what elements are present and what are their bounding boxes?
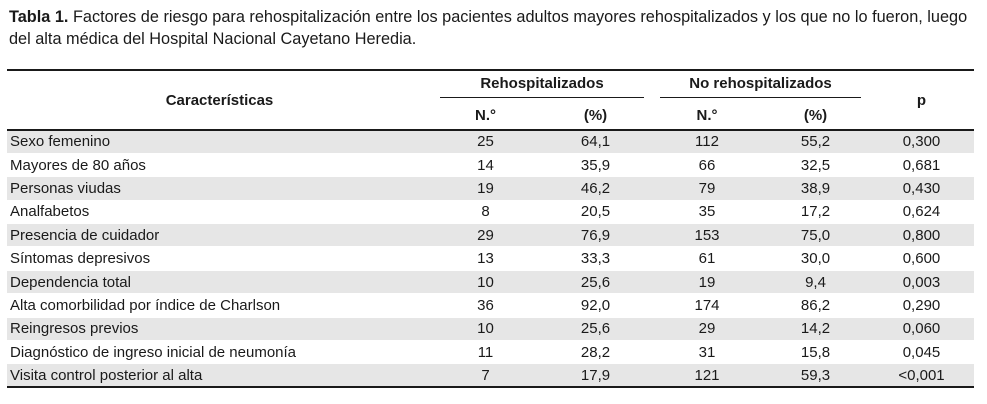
table-row: Sexo femenino 25 64,1 112 55,2 0,300 [7,130,974,154]
cell-n-rehospitalized: 11 [432,340,539,365]
cell-p-value: 0,290 [869,293,974,318]
cell-pct-not-rehospitalized: 30,0 [762,246,869,271]
table-row: Alta comorbilidad por índice de Charlson… [7,293,974,318]
cell-n-not-rehospitalized: 35 [652,200,762,225]
cell-p-value: 0,624 [869,200,974,225]
cell-p-value: 0,600 [869,246,974,271]
header-pct-group2: (%) [762,102,869,131]
cell-pct-not-rehospitalized: 59,3 [762,363,869,389]
cell-n-rehospitalized: 10 [432,317,539,342]
cell-n-not-rehospitalized: 61 [652,246,762,271]
table-row: Presencia de cuidador 29 76,9 153 75,0 0,800 [7,223,974,248]
cell-pct-not-rehospitalized: 75,0 [762,223,869,248]
table-body: Sexo femenino 25 64,1 112 55,2 0,300 Mayores d… [7,130,974,389]
cell-characteristic: Reingresos previos [7,317,432,342]
cell-n-rehospitalized: 8 [432,200,539,225]
cell-n-rehospitalized: 29 [432,223,539,248]
cell-n-not-rehospitalized: 66 [652,153,762,178]
cell-characteristic: Síntomas depresivos [7,246,432,271]
table-row: Analfabetos 8 20,5 35 17,2 0,624 [7,200,974,225]
cell-pct-rehospitalized: 46,2 [539,176,652,201]
table-caption: Tabla 1. Factores de riesgo para rehospi… [9,6,981,50]
cell-pct-not-rehospitalized: 17,2 [762,200,869,225]
table-header: Características Rehospitalizados No reho… [7,69,974,131]
cell-n-rehospitalized: 14 [432,153,539,178]
cell-n-not-rehospitalized: 19 [652,270,762,295]
header-p-value: p [869,69,974,131]
cell-pct-rehospitalized: 35,9 [539,153,652,178]
cell-characteristic: Personas viudas [7,176,432,201]
cell-pct-not-rehospitalized: 38,9 [762,176,869,201]
cell-pct-not-rehospitalized: 55,2 [762,130,869,154]
cell-characteristic: Mayores de 80 años [7,153,432,178]
cell-pct-rehospitalized: 25,6 [539,317,652,342]
cell-n-rehospitalized: 13 [432,246,539,271]
table-row: Mayores de 80 años 14 35,9 66 32,5 0,681 [7,153,974,178]
header-pct-group1: (%) [539,102,652,131]
cell-n-not-rehospitalized: 79 [652,176,762,201]
cell-pct-rehospitalized: 20,5 [539,200,652,225]
cell-n-not-rehospitalized: 112 [652,130,762,154]
cell-pct-not-rehospitalized: 9,4 [762,270,869,295]
cell-pct-not-rehospitalized: 86,2 [762,293,869,318]
cell-pct-rehospitalized: 17,9 [539,363,652,389]
cell-n-not-rehospitalized: 121 [652,363,762,389]
header-group-rehospitalized: Rehospitalizados [432,69,652,102]
cell-characteristic: Visita control posterior al alta [7,363,432,389]
header-group-not-rehospitalized-label: No rehospitalizados [660,75,861,98]
cell-pct-not-rehospitalized: 32,5 [762,153,869,178]
cell-n-not-rehospitalized: 31 [652,340,762,365]
cell-n-rehospitalized: 10 [432,270,539,295]
cell-n-rehospitalized: 36 [432,293,539,318]
cell-characteristic: Alta comorbilidad por índice de Charlson [7,293,432,318]
cell-p-value: 0,800 [869,223,974,248]
cell-pct-rehospitalized: 28,2 [539,340,652,365]
cell-characteristic: Dependencia total [7,270,432,295]
header-group-not-rehospitalized: No rehospitalizados [652,69,869,102]
cell-p-value: 0,060 [869,317,974,342]
cell-pct-rehospitalized: 76,9 [539,223,652,248]
risk-factors-table: Características Rehospitalizados No reho… [7,69,974,389]
cell-pct-not-rehospitalized: 15,8 [762,340,869,365]
cell-pct-rehospitalized: 92,0 [539,293,652,318]
table-row: Diagnóstico de ingreso inicial de neumon… [7,340,974,365]
cell-characteristic: Diagnóstico de ingreso inicial de neumon… [7,340,432,365]
cell-p-value: 0,045 [869,340,974,365]
cell-p-value: 0,430 [869,176,974,201]
cell-pct-rehospitalized: 64,1 [539,130,652,154]
cell-pct-rehospitalized: 25,6 [539,270,652,295]
caption-label: Tabla 1. [9,8,69,26]
cell-n-not-rehospitalized: 29 [652,317,762,342]
cell-characteristic: Analfabetos [7,200,432,225]
header-group-rehospitalized-label: Rehospitalizados [440,75,644,98]
cell-n-rehospitalized: 25 [432,130,539,154]
cell-characteristic: Sexo femenino [7,130,432,154]
cell-p-value: <0,001 [869,363,974,389]
table-row: Reingresos previos 10 25,6 29 14,2 0,060 [7,317,974,342]
header-characteristics: Características [7,69,432,131]
cell-n-not-rehospitalized: 153 [652,223,762,248]
caption-text: Factores de riesgo para rehospitalizació… [9,8,968,48]
table-row: Síntomas depresivos 13 33,3 61 30,0 0,600 [7,246,974,271]
table-row: Visita control posterior al alta 7 17,9 121… [7,363,974,389]
cell-n-rehospitalized: 19 [432,176,539,201]
table-row: Dependencia total 10 25,6 19 9,4 0,003 [7,270,974,295]
table-row: Personas viudas 19 46,2 79 38,9 0,430 [7,176,974,201]
cell-p-value: 0,003 [869,270,974,295]
cell-pct-rehospitalized: 33,3 [539,246,652,271]
cell-n-rehospitalized: 7 [432,363,539,389]
cell-pct-not-rehospitalized: 14,2 [762,317,869,342]
cell-n-not-rehospitalized: 174 [652,293,762,318]
cell-p-value: 0,681 [869,153,974,178]
header-n-group1: N.° [432,102,539,131]
cell-characteristic: Presencia de cuidador [7,223,432,248]
header-n-group2: N.° [652,102,762,131]
cell-p-value: 0,300 [869,130,974,154]
